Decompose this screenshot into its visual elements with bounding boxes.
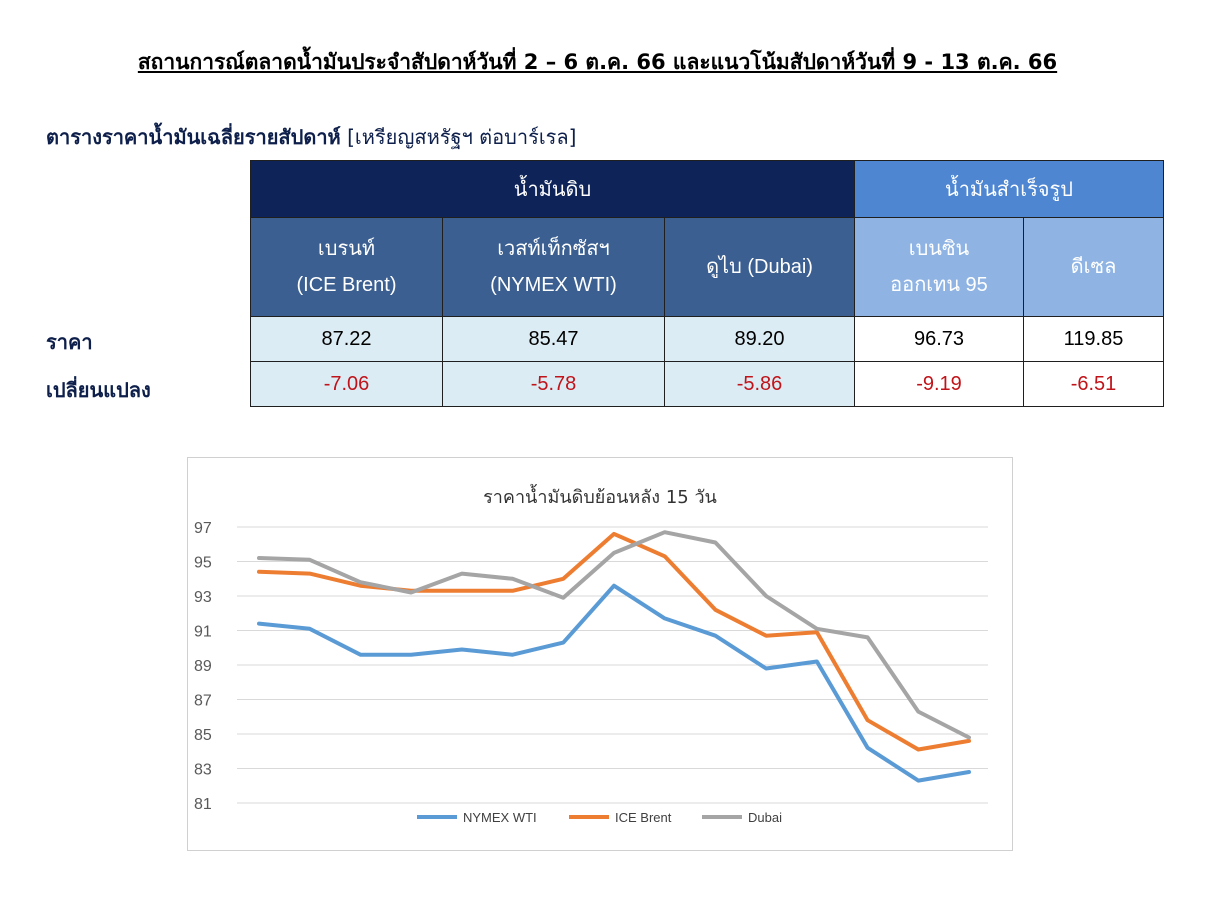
legend-label: NYMEX WTI bbox=[463, 810, 537, 825]
change-cell-diesel: -6.51 bbox=[1023, 361, 1164, 407]
column-header-line1: ดีเซล bbox=[1070, 256, 1117, 278]
group-header-row: น้ำมันดิบ น้ำมันสำเร็จรูป bbox=[250, 160, 1164, 218]
legend-label: Dubai bbox=[748, 810, 782, 825]
price-cell-diesel: 119.85 bbox=[1023, 316, 1164, 362]
column-header-diesel: ดีเซล bbox=[1023, 217, 1164, 317]
y-tick-label: 89 bbox=[194, 658, 212, 675]
price-cell-dubai: 89.20 bbox=[664, 316, 855, 362]
y-tick-label: 85 bbox=[194, 727, 212, 744]
column-header-row: เบรนท์ (ICE Brent) เวสท์เท็กซัสฯ (NYMEX … bbox=[250, 217, 1164, 317]
crude-price-chart: ราคาน้ำมันดิบย้อนหลัง 15 วัน 97 95 93 91 89 8… bbox=[187, 457, 1013, 851]
column-header-line1: เวสท์เท็กซัสฯ bbox=[497, 238, 610, 260]
change-cell-gasoline95: -9.19 bbox=[854, 361, 1024, 407]
y-tick-label: 93 bbox=[194, 589, 212, 606]
price-cell-gasoline95: 96.73 bbox=[854, 316, 1024, 362]
column-header-dubai: ดูไบ (Dubai) bbox=[664, 217, 855, 317]
table-unit: [เหรียญสหรัฐฯ ต่อบาร์เรล] bbox=[347, 125, 577, 149]
price-cell-wti: 85.47 bbox=[442, 316, 665, 362]
y-tick-label: 97 bbox=[194, 520, 212, 537]
document-title: สถานการณ์ตลาดน้ำมันประจำสัปดาห์วันที่ 2 … bbox=[137, 50, 1058, 74]
column-header-line2: (ICE Brent) bbox=[296, 274, 397, 296]
change-cell-dubai: -5.86 bbox=[664, 361, 855, 407]
group-header-crude: น้ำมันดิบ bbox=[250, 160, 855, 218]
series-line-ice-brent bbox=[257, 531, 971, 752]
column-header-line1: เบนซิน bbox=[908, 238, 970, 260]
row-label-price: ราคา bbox=[46, 330, 93, 354]
y-tick-label: 83 bbox=[194, 762, 212, 779]
change-row: -7.06 -5.78 -5.86 -9.19 -6.51 bbox=[250, 361, 1164, 407]
column-header-wti: เวสท์เท็กซัสฯ (NYMEX WTI) bbox=[442, 217, 665, 317]
row-label-change: เปลี่ยนแปลง bbox=[46, 378, 151, 402]
y-tick-label: 91 bbox=[194, 624, 212, 641]
price-table: น้ำมันดิบ น้ำมันสำเร็จรูป เบรนท์ (ICE Br… bbox=[250, 160, 1164, 407]
price-row: 87.22 85.47 89.20 96.73 119.85 bbox=[250, 316, 1164, 362]
column-header-brent: เบรนท์ (ICE Brent) bbox=[250, 217, 443, 317]
price-cell-brent: 87.22 bbox=[250, 316, 443, 362]
column-header-gasoline95: เบนซิน ออกเทน 95 bbox=[854, 217, 1024, 317]
column-header-line2: (NYMEX WTI) bbox=[490, 274, 617, 296]
chart-plot-area: 97 95 93 91 89 87 85 83 81 NYMEX WTI ICE Brent Duba… bbox=[194, 520, 988, 825]
y-tick-label: 95 bbox=[194, 555, 212, 572]
table-title: ตารางราคาน้ำมันเฉลี่ยรายสัปดาห์ bbox=[46, 125, 341, 149]
legend-label: ICE Brent bbox=[615, 810, 672, 825]
column-header-line1: ดูไบ (Dubai) bbox=[706, 256, 813, 278]
column-header-line2: ออกเทน 95 bbox=[890, 274, 988, 296]
chart-title: ราคาน้ำมันดิบย้อนหลัง 15 วัน bbox=[483, 487, 717, 508]
series-line-nymex-wti bbox=[257, 583, 971, 783]
series-line-dubai bbox=[257, 530, 971, 740]
column-header-line1: เบรนท์ bbox=[317, 238, 376, 260]
change-cell-wti: -5.78 bbox=[442, 361, 665, 407]
change-cell-brent: -7.06 bbox=[250, 361, 443, 407]
y-tick-label: 81 bbox=[194, 796, 212, 813]
group-header-refined: น้ำมันสำเร็จรูป bbox=[854, 160, 1164, 218]
table-section-title: ตารางราคาน้ำมันเฉลี่ยรายสัปดาห์ [เหรียญส… bbox=[46, 121, 576, 153]
y-tick-label: 87 bbox=[194, 693, 212, 710]
